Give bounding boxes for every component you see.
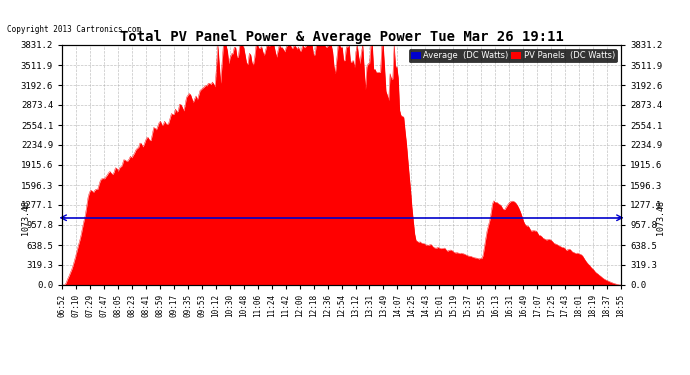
Title: Total PV Panel Power & Average Power Tue Mar 26 19:11: Total PV Panel Power & Average Power Tue… bbox=[119, 30, 564, 44]
Text: 1073.48: 1073.48 bbox=[656, 200, 664, 235]
Text: 1073.48: 1073.48 bbox=[21, 200, 30, 235]
Legend: Average  (DC Watts), PV Panels  (DC Watts): Average (DC Watts), PV Panels (DC Watts) bbox=[408, 49, 617, 62]
Text: Copyright 2013 Cartronics.com: Copyright 2013 Cartronics.com bbox=[7, 25, 141, 34]
